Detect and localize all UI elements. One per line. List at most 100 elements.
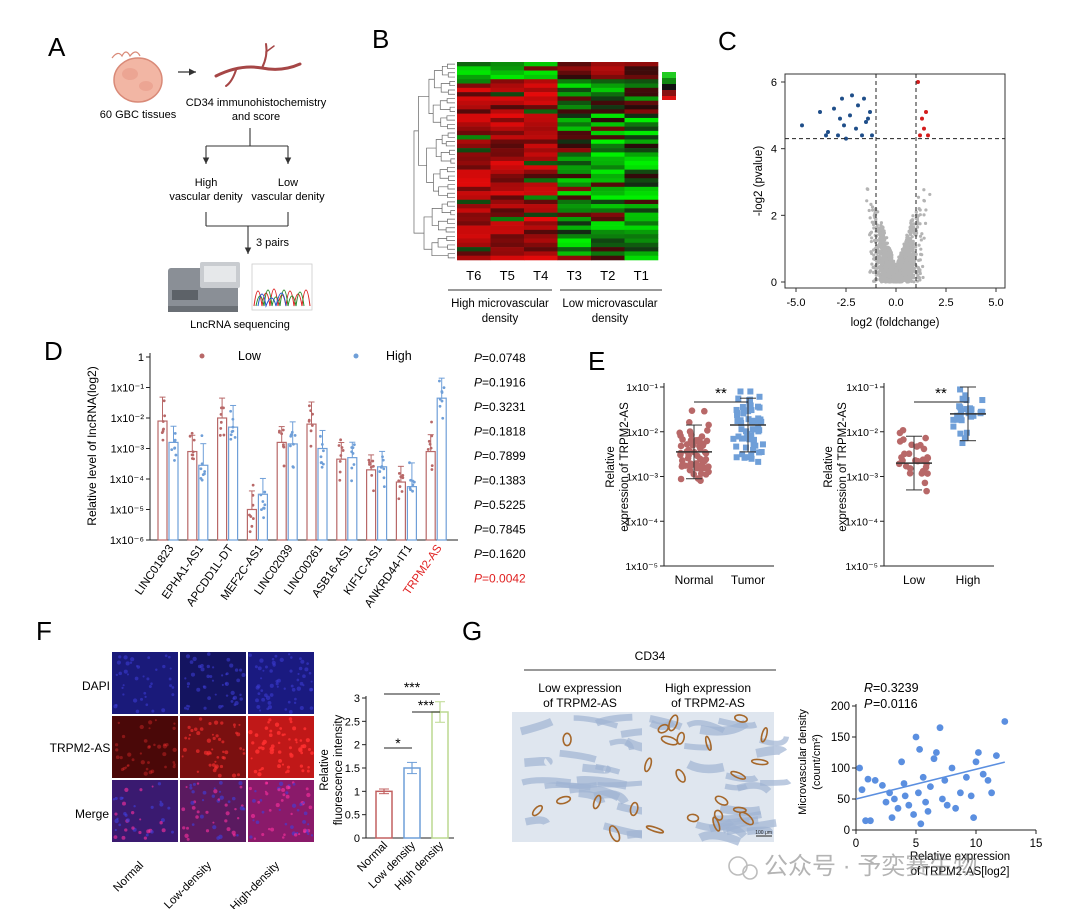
volcano-point-ns (905, 240, 909, 244)
heatmap-cell (457, 139, 491, 145)
f-image-speck (257, 692, 261, 696)
e-point-high (755, 425, 762, 432)
f-image-speck (300, 751, 304, 755)
heatmap-cell (624, 96, 659, 102)
d-point (352, 463, 356, 466)
e-point-low (923, 487, 930, 495)
f-image-speck (218, 737, 222, 741)
f-image-speck (293, 701, 297, 705)
dendrogram-branch (438, 186, 448, 196)
d-point (191, 450, 195, 454)
heatmap-cell (524, 229, 558, 235)
e-point-low (685, 452, 692, 459)
f-image-speck (309, 706, 314, 710)
heatmap-cell (490, 130, 525, 136)
d-point (382, 485, 386, 488)
dendrogram-branch (433, 173, 441, 192)
panel-letter-a: A (48, 32, 66, 62)
heatmap-cell (624, 195, 659, 201)
d-bar (366, 469, 377, 541)
heatmap-cell (490, 247, 525, 252)
f-image-speck (258, 746, 261, 750)
heatmap-cell (490, 109, 525, 114)
volcano-axes: -5.0 -2.5 0.0 2.5 5.0 0 2 4 6 (771, 74, 1005, 309)
g-r-label: R (864, 681, 873, 695)
d-point (430, 468, 434, 471)
g-ihc-vessel (712, 816, 721, 832)
e-point-low (896, 429, 904, 437)
d-ytick-label: 1x10⁻³ (111, 444, 145, 456)
d-point (219, 420, 223, 424)
heatmap-cell (624, 216, 659, 222)
g-ihc-vessel (556, 795, 572, 805)
d-point (262, 516, 265, 520)
f-image-speck (236, 732, 241, 737)
e-point-high (737, 388, 744, 395)
f-image-speck (239, 806, 245, 811)
heatmap-cell (490, 87, 525, 93)
volcano-point-ns (882, 257, 887, 261)
f-image-speck (202, 790, 207, 795)
heatmap-cell (457, 216, 491, 222)
heatmap-cell (624, 126, 659, 132)
f-image-speck (294, 738, 298, 742)
panel-e: E 1x10⁻¹ 1x10⁻² 1x10⁻³ 1x10⁻⁴ 1x10⁻⁵ Normal Tu… (588, 346, 994, 587)
heatmap-col-label: T1 (634, 268, 649, 283)
volcano-point-ns (889, 268, 893, 272)
heatmap-cell (557, 242, 592, 248)
heatmap-cell (524, 182, 558, 188)
g-ihc-vessel (738, 811, 754, 826)
d-point (173, 431, 177, 435)
f-image-speck (277, 750, 282, 754)
d-p-value: =0.0748 (482, 351, 526, 365)
g-point (927, 783, 934, 790)
heatmap-cell (490, 251, 525, 256)
heatmap-cell (624, 79, 659, 84)
f-ylabel-1: Relative (319, 749, 331, 791)
volcano-point-ns (919, 252, 923, 256)
volcano-point-ns (908, 229, 912, 233)
f-image-speck (261, 810, 265, 814)
d-point (219, 427, 223, 430)
f-image-speck (238, 781, 243, 786)
g-ihc-vessel (644, 757, 653, 773)
f-image-speck (143, 691, 147, 695)
heatmap-cell (457, 229, 491, 235)
f-image-speck (222, 750, 225, 754)
e-point-low (922, 434, 929, 442)
g-point (856, 764, 863, 772)
g-ihc-tissue (559, 749, 597, 763)
f-image-speck (239, 693, 242, 697)
f-image-speck (200, 667, 205, 672)
heatmap-cell (524, 204, 558, 209)
e-point-low (694, 452, 701, 460)
g-point (930, 755, 938, 763)
f-image-speck (122, 684, 125, 687)
f-image-speck (218, 704, 222, 709)
f-image-speck (299, 657, 302, 661)
f-image-speck (221, 755, 225, 760)
heatmap-cell (524, 156, 558, 162)
heatmap-cell (457, 204, 491, 209)
d-p-label: P (474, 523, 482, 537)
g-r-value: =0.3239 (873, 681, 919, 695)
f-image-speck (148, 685, 152, 689)
f-image-speck (198, 717, 203, 721)
f-image-speck (232, 697, 236, 700)
d-point (163, 414, 167, 418)
f-image-speck (284, 822, 288, 826)
heatmap-cell (591, 178, 625, 183)
f-image-speck (147, 656, 151, 660)
f-image-speck (303, 727, 307, 731)
volcano-point-down (800, 123, 804, 128)
d-point (350, 450, 354, 454)
e-point-low (919, 467, 927, 475)
volcano-point-ns (872, 253, 876, 257)
volcano-point-ns (899, 255, 904, 259)
dendrogram-branch (446, 167, 455, 173)
f-image-speck (186, 685, 190, 688)
e-point-low (686, 428, 694, 435)
legend-low-label: Low (238, 349, 262, 363)
heatmap-cell (490, 225, 525, 231)
volcano-point-up (916, 80, 920, 84)
